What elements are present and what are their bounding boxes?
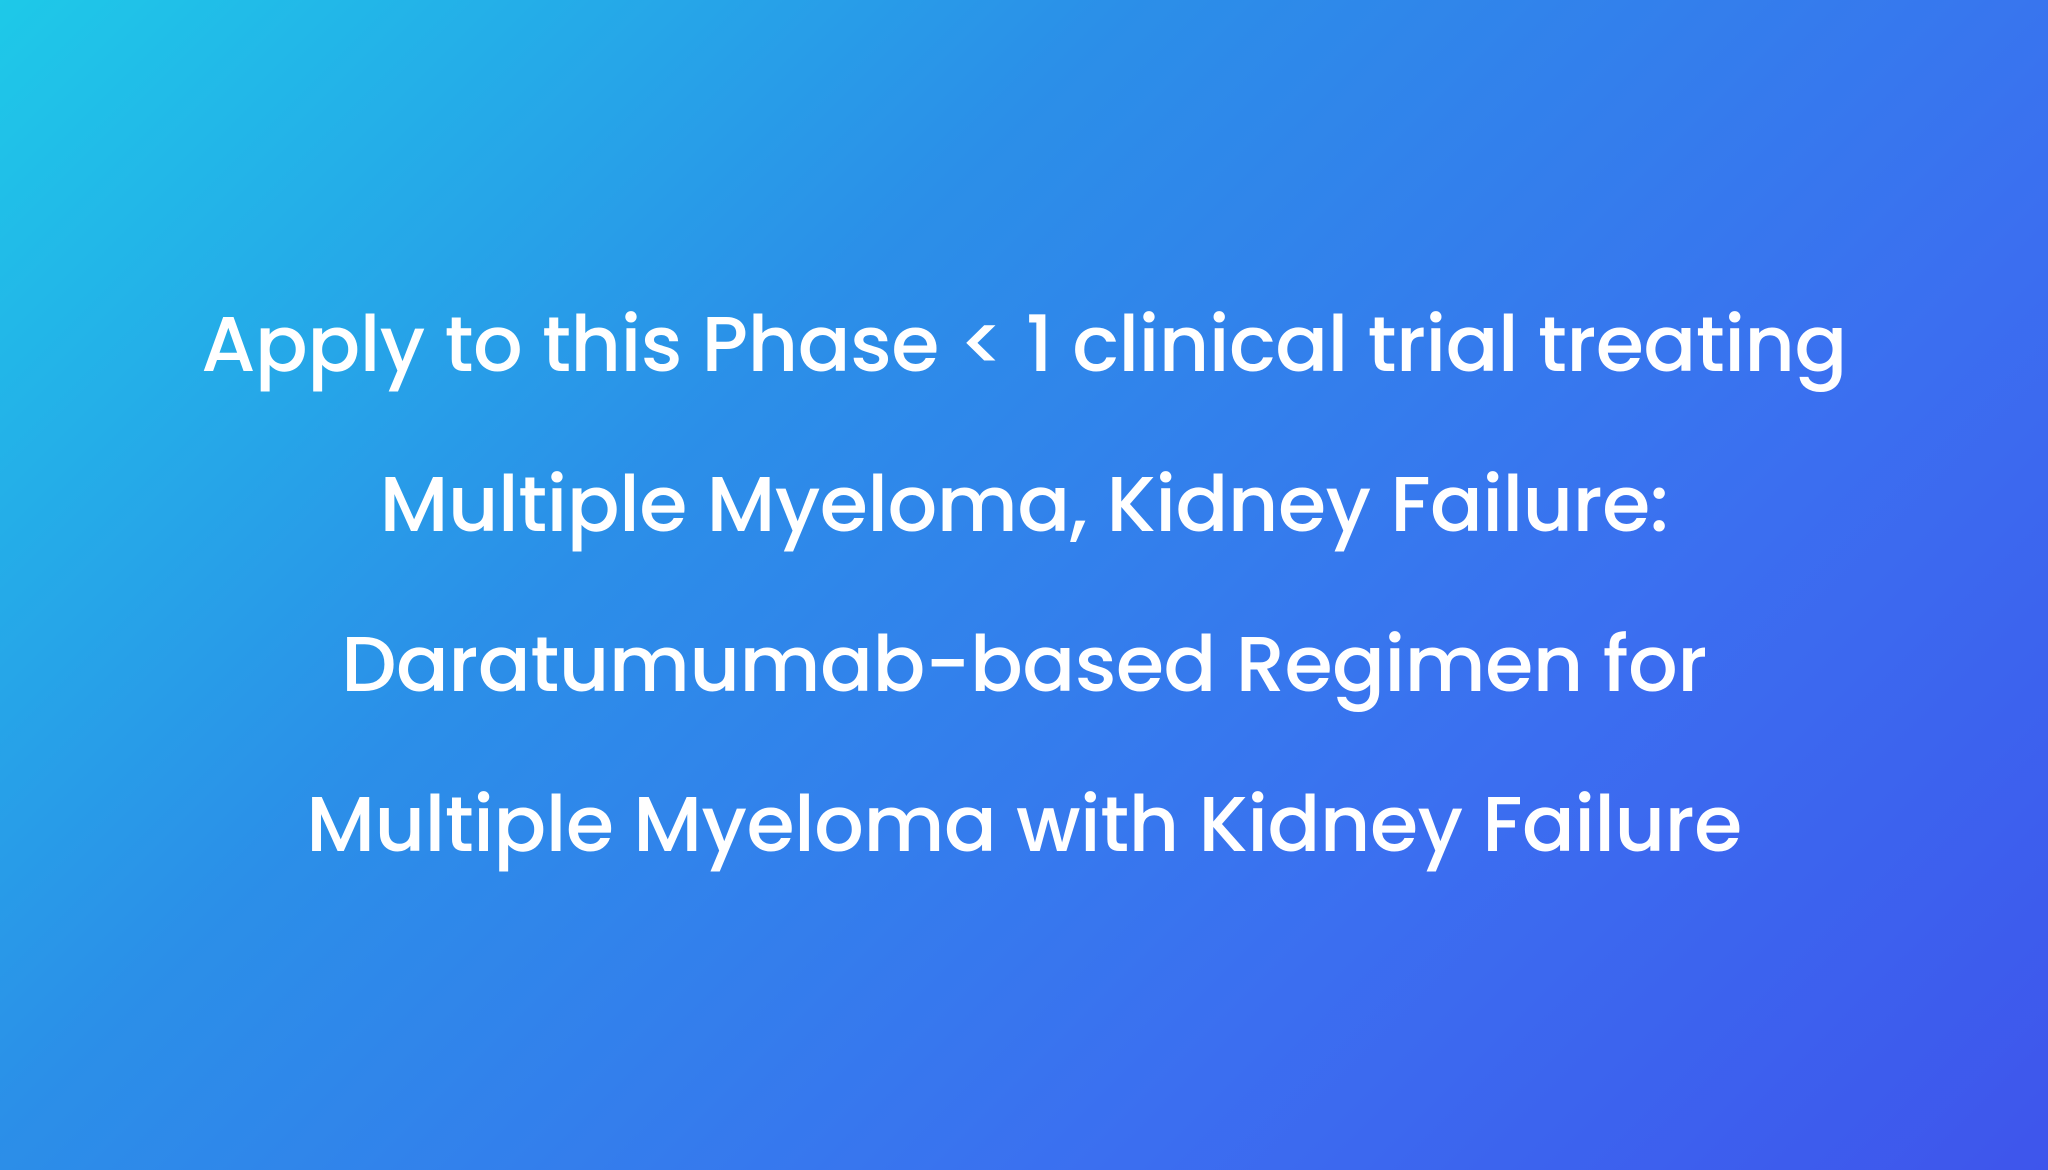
- banner-text: Apply to this Phase < 1 clinical trial t…: [144, 265, 1904, 905]
